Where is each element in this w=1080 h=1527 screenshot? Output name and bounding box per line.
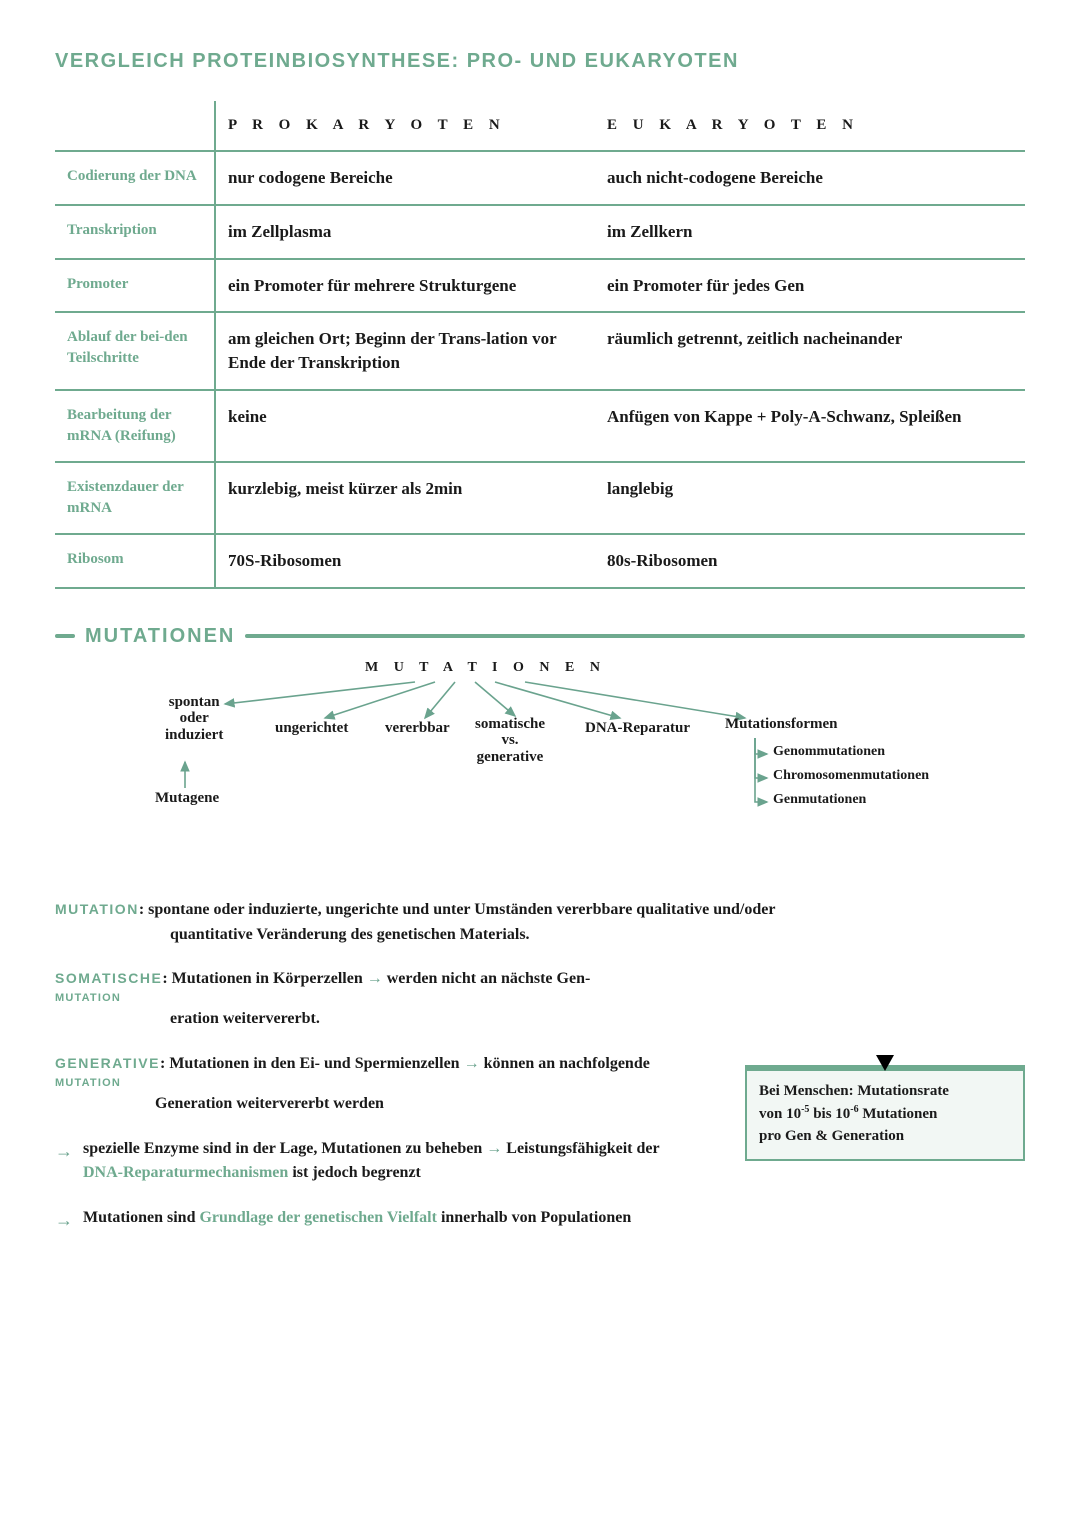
def-text: quantitative Veränderung des genetischen… [170, 926, 530, 943]
cell-pro: 70S-Ribosomen [215, 534, 595, 588]
callout-text: bis 10 [809, 1106, 850, 1122]
cell-eu: räumlich getrennt, zeitlich nacheinander [595, 312, 1025, 390]
callout-exp: -6 [850, 1104, 858, 1115]
comparison-table: P R O K A R Y O T E N E U K A R Y O T E … [55, 101, 1025, 589]
row-label: Codierung der DNA [55, 151, 215, 205]
def-text: werden nicht an nächste Gen- [383, 970, 591, 987]
table-row: Ribosom 70S-Ribosomen 80s-Ribosomen [55, 534, 1025, 588]
mindmap-node-somatische: somatische vs. generative [475, 716, 545, 766]
rule-left [55, 634, 75, 638]
bullet-green-term: Grundlage der genetischen Vielfalt [199, 1209, 436, 1226]
mindmap-node-mutagene: Mutagene [155, 790, 219, 807]
def-text: : Mutationen in Körperzellen [162, 970, 366, 987]
bullet-text-d: ist jedoch begrenzt [288, 1164, 421, 1181]
arrow-icon: → [464, 1055, 480, 1072]
bullet-text: spezielle Enzyme sind in der Lage, Mutat… [83, 1137, 660, 1187]
def-text: Generation weitervererbt werden [155, 1095, 384, 1112]
row-label: Ribosom [55, 534, 215, 588]
node-text: oder [180, 710, 209, 726]
table-row: Ablauf der bei-den Teilschritte am gleic… [55, 312, 1025, 390]
node-text: spontan [169, 694, 220, 710]
cell-pro: im Zellplasma [215, 205, 595, 259]
mindmap-child-genommutationen: Genommutationen [773, 744, 885, 760]
term-somatische: SOMATISCHE [55, 970, 162, 986]
pin-icon [876, 1055, 894, 1071]
table-header-row: P R O K A R Y O T E N E U K A R Y O T E … [55, 101, 1025, 151]
row-label: Existenzdauer der mRNA [55, 462, 215, 534]
table-row: Codierung der DNA nur codogene Bereiche … [55, 151, 1025, 205]
def-text: können an nachfolgende [480, 1055, 650, 1072]
table-row: Bearbeitung der mRNA (Reifung) keine Anf… [55, 390, 1025, 462]
node-text: somatische [475, 716, 545, 732]
callout-mutationsrate: Bei Menschen: Mutationsrate von 10-5 bis… [745, 1065, 1025, 1161]
bullet-text: Mutationen sind Grundlage der genetische… [83, 1206, 631, 1235]
cell-eu: Anfügen von Kappe + Poly-A-Schwanz, Sple… [595, 390, 1025, 462]
mindmap-node-spontan: spontan oder induziert [165, 694, 223, 744]
table-row: Existenzdauer der mRNA kurzlebig, meist … [55, 462, 1025, 534]
cell-pro: keine [215, 390, 595, 462]
cell-eu: im Zellkern [595, 205, 1025, 259]
term-generative: GENERATIVE [55, 1055, 160, 1071]
table-row: Promoter ein Promoter für mehrere Strukt… [55, 259, 1025, 313]
cell-pro: ein Promoter für mehrere Strukturgene [215, 259, 595, 313]
cell-eu: auch nicht-codogene Bereiche [595, 151, 1025, 205]
bullet-text-c: innerhalb von Populationen [437, 1209, 631, 1226]
mindmap-node-dna-reparatur: DNA-Reparatur [585, 720, 690, 737]
cell-eu: ein Promoter für jedes Gen [595, 259, 1025, 313]
arrow-icon: → [55, 1207, 73, 1235]
section-heading-mutationen: MUTATIONEN [55, 625, 1025, 648]
mindmap-child-genmutationen: Genmutationen [773, 792, 866, 808]
cell-pro: nur codogene Bereiche [215, 151, 595, 205]
cell-pro: kurzlebig, meist kürzer als 2min [215, 462, 595, 534]
term-somatische-sub: MUTATION [55, 990, 162, 1007]
arrow-icon: → [367, 970, 383, 987]
bullet-text-b: Leistungsfähigkeit der [502, 1140, 659, 1157]
section-label: MUTATIONEN [85, 625, 235, 648]
node-text: generative [477, 749, 544, 765]
row-label: Ablauf der bei-den Teilschritte [55, 312, 215, 390]
mindmap-root: M U T A T I O N E N [365, 660, 606, 676]
bullet-text-a: Mutationen sind [83, 1209, 199, 1226]
callout-text: von 10 [759, 1106, 801, 1122]
node-text: vs. [501, 732, 518, 748]
definition-mutation: MUTATION: spontane oder induzierte, unge… [55, 898, 1025, 948]
bullet-vielfalt: → Mutationen sind Grundlage der genetisc… [55, 1206, 1025, 1235]
cell-eu: 80s-Ribosomen [595, 534, 1025, 588]
bullet-green-term: DNA-Reparaturmechanismen [83, 1164, 288, 1181]
row-label: Transkription [55, 205, 215, 259]
row-label: Promoter [55, 259, 215, 313]
def-text: : spontane oder induzierte, ungerichte u… [139, 901, 776, 918]
page-title: VERGLEICH PROTEINBIOSYNTHESE: PRO- UND E… [55, 50, 1025, 73]
table-header-empty [55, 101, 215, 151]
callout-line1: Bei Menschen: Mutationsrate [759, 1081, 1011, 1103]
mutationen-mindmap: M U T A T I O N E N spontan oder induzie… [55, 658, 1025, 878]
row-label: Bearbeitung der mRNA (Reifung) [55, 390, 215, 462]
table-header-prokaryoten: P R O K A R Y O T E N [215, 101, 595, 151]
cell-pro: am gleichen Ort; Beginn der Trans-lation… [215, 312, 595, 390]
def-text: eration weitervererbt. [170, 1010, 320, 1027]
mindmap-node-ungerichtet: ungerichtet [275, 720, 348, 737]
term-generative-sub: MUTATION [55, 1075, 160, 1092]
table-header-eukaryoten: E U K A R Y O T E N [595, 101, 1025, 151]
callout-text: Mutationen [859, 1106, 938, 1122]
callout-line3: pro Gen & Generation [759, 1126, 1011, 1148]
node-text: induziert [165, 727, 223, 743]
bullet-text-a: spezielle Enzyme sind in der Lage, Mutat… [83, 1140, 486, 1157]
table-row: Transkription im Zellplasma im Zellkern [55, 205, 1025, 259]
mindmap-node-vererbbar: vererbbar [385, 720, 450, 737]
term-mutation: MUTATION [55, 901, 139, 917]
mindmap-child-chromosomenmutationen: Chromosomenmutationen [773, 768, 929, 784]
arrow-icon: → [486, 1140, 502, 1157]
arrow-icon: → [55, 1138, 73, 1187]
definition-somatische: SOMATISCHE MUTATION : Mutationen in Körp… [55, 967, 715, 1032]
mindmap-node-mutationsformen: Mutationsformen [725, 716, 838, 733]
callout-line2: von 10-5 bis 10-6 Mutationen [759, 1103, 1011, 1126]
cell-eu: langlebig [595, 462, 1025, 534]
rule-right [245, 634, 1025, 638]
def-text: : Mutationen in den Ei- und Spermienzell… [160, 1055, 464, 1072]
